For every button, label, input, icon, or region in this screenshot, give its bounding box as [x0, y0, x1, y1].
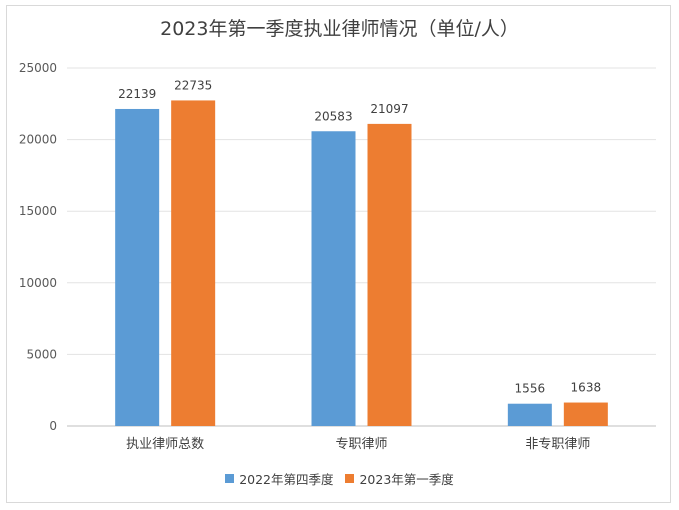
- bar: [171, 100, 216, 426]
- data-label: 21097: [370, 102, 408, 116]
- gridlines: [67, 67, 656, 427]
- bar: [367, 123, 412, 426]
- bar: [507, 403, 552, 426]
- x-axis: 执业律师总数 专职律师 非专职律师: [126, 437, 590, 452]
- legend-label-series-1: 2022年第四季度: [239, 472, 334, 487]
- data-label: 20583: [314, 109, 352, 123]
- legend-item-series-2: 2023年第一季度: [345, 469, 454, 488]
- y-tick-label: 20000: [19, 133, 57, 147]
- data-label: 22735: [174, 78, 212, 92]
- bars: [115, 100, 608, 427]
- bar: [563, 402, 608, 426]
- y-tick-label: 0: [49, 419, 57, 433]
- data-label: 22139: [118, 87, 156, 101]
- legend-swatch-series-1: [225, 474, 235, 483]
- bar: [311, 131, 356, 426]
- legend: 2022年第四季度 2023年第一季度: [0, 469, 679, 488]
- x-tick-label: 专职律师: [335, 437, 387, 452]
- legend-label-series-2: 2023年第一季度: [359, 472, 454, 487]
- y-tick-label: 5000: [26, 347, 57, 361]
- y-axis: 0 5000 10000 15000 20000 25000: [19, 61, 57, 433]
- bar: [115, 108, 160, 427]
- x-tick-label: 执业律师总数: [126, 437, 204, 452]
- data-labels: 22139 22735 20583 21097 1556 1638: [118, 78, 601, 395]
- chart-title: 2023年第一季度执业律师情况（单位/人）: [160, 18, 519, 40]
- x-tick-label: 非专职律师: [525, 437, 590, 452]
- data-label: 1556: [515, 382, 546, 396]
- data-label: 1638: [571, 381, 602, 395]
- y-tick-label: 15000: [19, 204, 57, 218]
- y-tick-label: 25000: [19, 61, 57, 75]
- y-tick-label: 10000: [19, 276, 57, 290]
- legend-item-series-1: 2022年第四季度: [225, 469, 334, 488]
- legend-swatch-series-2: [345, 474, 355, 483]
